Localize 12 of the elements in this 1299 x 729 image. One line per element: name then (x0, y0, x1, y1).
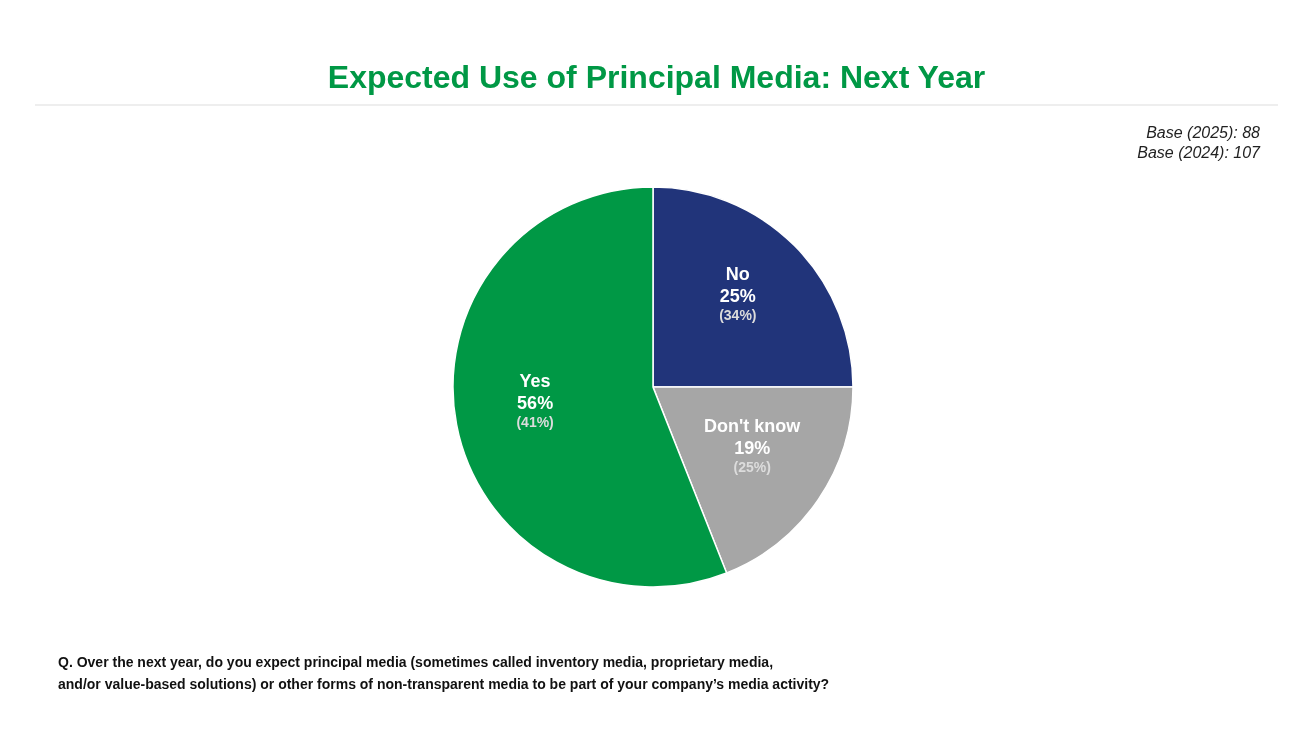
data-label: 56% (517, 393, 554, 414)
text: Base (2024): 107 (1137, 144, 1262, 161)
data-label: 25% (719, 286, 756, 307)
slice-label: No (725, 264, 750, 285)
text: Q. Over the next year, do you expect principal media (sometimes called inventory media, proprietary media, and/or value-based solutions) or other forms of non-transparent media to be part of your company’s media activity? (58, 654, 830, 692)
chart-title: Expected Use of Principal Media: Next Year (327, 59, 986, 95)
slice-label: Don't know (704, 416, 802, 437)
slice-label: Yes (519, 371, 551, 392)
text: (34%) (719, 307, 757, 324)
data-label: 19% (734, 438, 771, 459)
text: (41%) (516, 414, 554, 431)
text: Base (2025): 88 (1146, 124, 1261, 141)
